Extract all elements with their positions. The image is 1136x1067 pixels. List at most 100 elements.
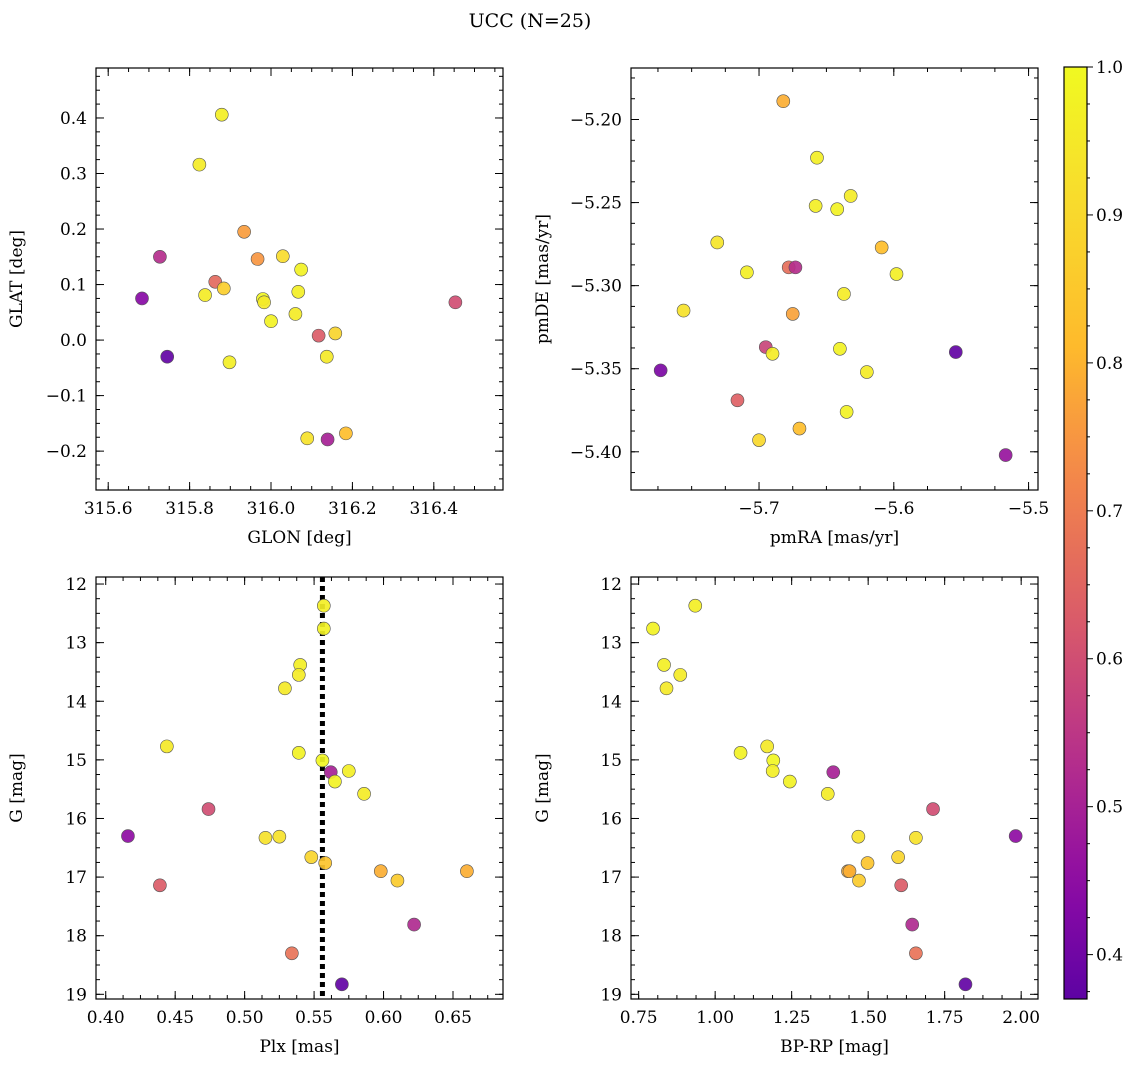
scatter-point xyxy=(905,917,920,932)
y-tick-label: 12 xyxy=(65,575,87,595)
scatter-point xyxy=(153,878,167,893)
scatter-point xyxy=(357,787,371,801)
axes-frame xyxy=(630,576,1039,1000)
scatter-point xyxy=(894,878,909,893)
scatter-point xyxy=(785,307,800,321)
y-tick-label: 0.2 xyxy=(60,220,87,240)
x-axis-label: GLON [deg] xyxy=(247,528,351,548)
y-tick-label: −5.40 xyxy=(570,443,622,463)
scatter-point xyxy=(198,288,212,302)
x-tick-label: 316.2 xyxy=(328,499,377,519)
scatter-point xyxy=(448,295,463,310)
scatter-point xyxy=(842,864,857,879)
x-tick-label: 0.45 xyxy=(156,1008,194,1028)
x-tick-label: 1.75 xyxy=(926,1008,964,1028)
scatter-point xyxy=(319,349,334,364)
scatter-point xyxy=(760,739,774,754)
colorbar-frame xyxy=(1063,66,1088,1000)
scatter-point xyxy=(998,448,1013,462)
scatter-point xyxy=(891,850,905,864)
scatter-point xyxy=(752,433,766,447)
scatter-point xyxy=(192,157,207,172)
scatter-point xyxy=(250,252,265,266)
scatter-point xyxy=(710,235,725,250)
scatter-point xyxy=(958,977,973,992)
scatter-point xyxy=(160,739,174,754)
x-tick-label: 1.25 xyxy=(773,1008,811,1028)
colorbar-tick-label: 0.8 xyxy=(1096,354,1123,374)
y-tick-label: 16 xyxy=(600,809,622,829)
x-axis-label: pmRA [mas/yr] xyxy=(770,528,899,548)
panel-3: 0.40 0.45 0.50 0.55 0.60 0.65 12 13 14 15 16 17 18 19… xyxy=(7,575,504,1057)
panel-2: −5.7 −5.6 −5.5 −5.40 −5.35 −5.30 −5.25 −5.20 pmR… xyxy=(533,67,1049,548)
scatter-point xyxy=(214,107,229,122)
y-tick-label: −5.30 xyxy=(570,277,622,297)
scatter-point xyxy=(272,829,287,844)
scatter-point xyxy=(776,94,791,109)
scatter-point xyxy=(222,355,237,370)
scatter-point xyxy=(292,746,306,760)
scatter-point xyxy=(160,349,175,364)
y-tick-label: 16 xyxy=(65,809,87,829)
scatter-point xyxy=(342,764,356,778)
scatter-point xyxy=(317,621,331,636)
scatter-point xyxy=(783,774,797,789)
scatter-point xyxy=(258,831,273,845)
scatter-point xyxy=(460,864,474,879)
x-tick-label: 315.8 xyxy=(165,499,214,519)
scatter-point xyxy=(851,829,866,844)
scatter-point xyxy=(765,346,780,361)
colorbar-gradient xyxy=(1064,67,1087,999)
scatter-point xyxy=(328,326,343,341)
scatter-point xyxy=(843,189,858,203)
scatter-point xyxy=(730,393,745,408)
y-tick-label: 19 xyxy=(600,985,622,1005)
colorbar-tick-label: 0.4 xyxy=(1096,946,1123,966)
x-tick-label: −5.6 xyxy=(873,499,914,519)
scatter-point xyxy=(328,774,342,789)
scatter-point xyxy=(852,873,866,888)
x-tick-label: 1.50 xyxy=(849,1008,887,1028)
x-tick-label: 0.40 xyxy=(87,1008,125,1028)
scatter-point xyxy=(317,598,331,613)
scatter-point xyxy=(237,225,251,239)
y-tick-label: 13 xyxy=(600,634,622,654)
scatter-point xyxy=(373,864,388,879)
axes-frame xyxy=(95,67,504,491)
colorbar: 0.4 0.5 0.6 0.7 0.8 0.9 1.0 xyxy=(1063,58,1123,1000)
scatter-point xyxy=(300,431,315,446)
scatter-point xyxy=(874,240,889,255)
scatter-point xyxy=(315,753,330,768)
colorbar-tick-label: 0.5 xyxy=(1096,798,1123,818)
x-tick-label: 0.75 xyxy=(620,1008,658,1028)
x-tick-label: 0.60 xyxy=(365,1008,403,1028)
scatter-point xyxy=(909,946,923,961)
x-tick-label: 0.65 xyxy=(434,1008,472,1028)
scatter-point xyxy=(659,681,674,696)
scatter-point xyxy=(926,802,940,816)
y-tick-label: 17 xyxy=(65,868,87,888)
scatter-point xyxy=(889,267,904,281)
y-tick-label: −5.35 xyxy=(570,360,622,380)
scatter-point xyxy=(390,873,405,888)
figure-title: UCC (N=25) xyxy=(469,10,592,32)
y-axis-label: G [mag] xyxy=(7,753,27,822)
scatter-point xyxy=(278,681,292,696)
scatter-point xyxy=(740,265,754,280)
scatter-point xyxy=(733,746,748,760)
scatter-point xyxy=(839,405,854,419)
y-tick-label: 14 xyxy=(65,692,87,712)
panel-4: 0.75 1.00 1.25 1.50 1.75 2.00 12 13 14 15 16 17 18 19… xyxy=(533,575,1040,1057)
colorbar-tick-label: 0.6 xyxy=(1096,650,1123,670)
scatter-point xyxy=(292,668,306,682)
scatter-point xyxy=(657,658,671,672)
colorbar-tick-label: 0.9 xyxy=(1096,206,1123,226)
scatter-point xyxy=(826,765,841,779)
scatter-point xyxy=(810,150,824,165)
scatter-point xyxy=(304,850,319,864)
scatter-point xyxy=(808,199,823,213)
scatter-point xyxy=(830,202,844,217)
scatter-point xyxy=(909,831,923,845)
scatter-point xyxy=(318,856,332,870)
scatter-point xyxy=(765,764,780,778)
